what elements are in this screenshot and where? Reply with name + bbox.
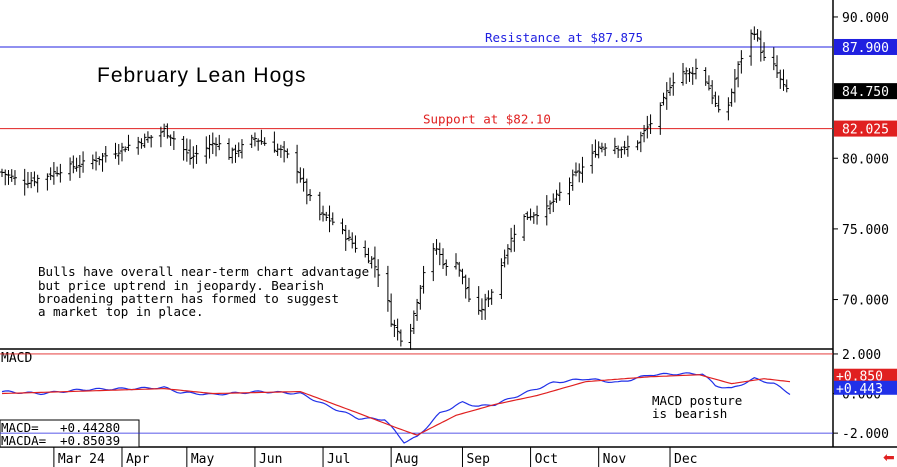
support-price-tag-text: 82.025 — [842, 123, 889, 138]
macda-line — [1, 374, 791, 436]
macd-annotation-line-2: is bearish — [652, 406, 727, 421]
x-tick-label: Mar 24 — [58, 452, 105, 467]
price-y-tick-label: 70.000 — [842, 294, 889, 309]
x-tick-label: Apr — [126, 452, 150, 467]
last-price-tag-text: 84.750 — [842, 85, 889, 100]
resistance-label: Resistance at $87.875 — [485, 30, 643, 45]
macd-value: +0.44280 — [60, 420, 120, 435]
x-tick-label: Jul — [327, 452, 350, 467]
resistance-price-tag-text: 87.900 — [842, 41, 889, 56]
price-bars — [0, 26, 789, 350]
last-price-tag — [834, 83, 897, 100]
macd-value-tag-text: +0.443 — [836, 382, 883, 397]
annotation-line-4: a market top in place. — [38, 304, 204, 319]
support-label: Support at $82.10 — [423, 112, 551, 127]
macd-value-name: MACD= — [1, 420, 39, 435]
macd-value-tag — [834, 380, 897, 395]
support-price-tag — [834, 120, 897, 137]
chart-title: February Lean Hogs — [97, 64, 306, 87]
macda-value-tag — [834, 368, 897, 383]
x-tick-label: Dec — [674, 452, 697, 467]
x-tick-label: Aug — [395, 452, 418, 467]
x-tick-label: Nov — [603, 452, 627, 467]
x-tick-label: May — [191, 452, 215, 467]
annotation-line-2: but price uptrend in jeopardy. Bearish — [38, 278, 324, 293]
annotation-line-1: Bulls have overall near-term chart advan… — [38, 264, 369, 279]
price-y-tick-label: 75.000 — [842, 223, 889, 238]
x-tick-label: Oct — [535, 452, 558, 467]
price-y-tick-label: 80.000 — [842, 152, 889, 167]
x-tick-label: Jun — [259, 452, 282, 467]
macd-y-tick-label: 2.000 — [842, 348, 881, 363]
scroll-left-arrow-icon[interactable]: ⬅ — [883, 449, 895, 465]
resistance-price-tag — [834, 38, 897, 55]
macda-value: +0.85039 — [60, 433, 120, 448]
macda-value-name: MACDA= — [1, 433, 46, 448]
macd-panel-title: MACD — [1, 351, 32, 366]
price-y-tick-label: 90.000 — [842, 11, 889, 26]
macd-y-tick-label: -2.000 — [842, 427, 889, 442]
x-tick-label: Sep — [466, 452, 490, 467]
macd-annotation-line-1: MACD posture — [652, 393, 742, 408]
annotation-line-3: broadening pattern has formed to suggest — [38, 291, 339, 306]
